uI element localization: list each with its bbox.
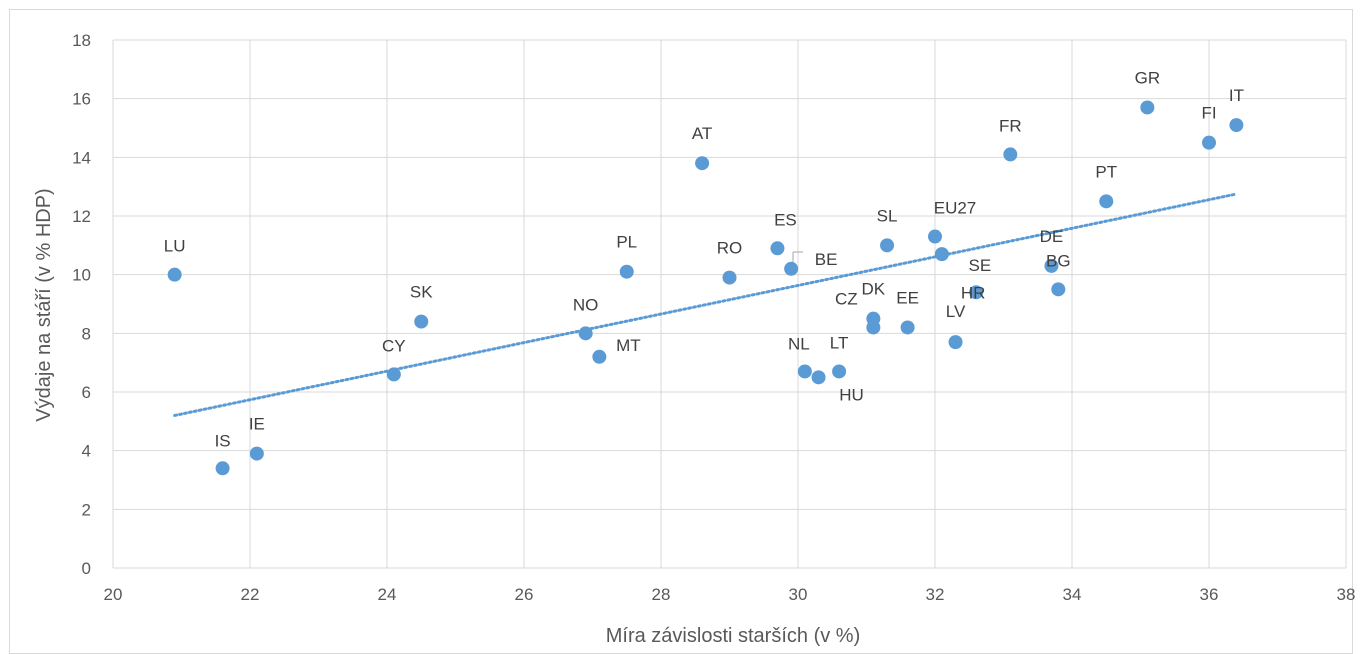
data-label-cy: CY bbox=[382, 336, 406, 355]
data-point-lv bbox=[948, 335, 963, 350]
data-label-eu27: EU27 bbox=[934, 199, 977, 218]
x-tick-label: 26 bbox=[515, 585, 534, 604]
data-label-se: SE bbox=[969, 256, 992, 275]
data-point-de bbox=[1044, 258, 1059, 273]
data-label-ee: EE bbox=[896, 288, 919, 307]
data-label-it: IT bbox=[1229, 86, 1244, 105]
data-point-pt bbox=[1099, 194, 1114, 209]
data-point-sl bbox=[880, 238, 895, 253]
data-label-hr: HR bbox=[961, 283, 986, 302]
data-point-nl bbox=[797, 364, 812, 379]
data-label-nl: NL bbox=[788, 334, 810, 353]
gridlines bbox=[112, 39, 1347, 569]
data-label-no: NO bbox=[573, 295, 599, 314]
y-axis-title: Výdaje na stáří (v % HDP) bbox=[33, 188, 55, 421]
data-point-it bbox=[1229, 118, 1244, 133]
x-axis-ticks: 20 22 24 26 28 30 32 34 36 38 bbox=[104, 585, 1356, 604]
y-tick-label: 10 bbox=[72, 266, 91, 285]
x-tick-label: 22 bbox=[241, 585, 260, 604]
data-label-pl: PL bbox=[616, 233, 637, 252]
data-point-gr bbox=[1140, 100, 1155, 115]
y-tick-label: 2 bbox=[82, 500, 91, 519]
x-tick-label: 32 bbox=[926, 585, 945, 604]
x-tick-label: 36 bbox=[1200, 585, 1219, 604]
data-point-lt bbox=[832, 364, 847, 379]
data-label-lu: LU bbox=[164, 237, 186, 256]
y-tick-label: 16 bbox=[72, 90, 91, 109]
x-tick-label: 34 bbox=[1063, 585, 1082, 604]
data-point-be bbox=[784, 261, 799, 276]
data-label-de: DE bbox=[1040, 227, 1064, 246]
trendline bbox=[173, 192, 1238, 417]
data-point-hu bbox=[811, 370, 826, 385]
data-label-es: ES bbox=[774, 210, 797, 229]
data-point-es bbox=[770, 241, 785, 256]
data-point-pl bbox=[619, 264, 634, 279]
data-point-cy bbox=[386, 367, 401, 382]
data-label-dk: DK bbox=[862, 280, 886, 299]
data-label-cz: CZ bbox=[835, 289, 858, 308]
x-tick-label: 20 bbox=[104, 585, 123, 604]
y-axis-ticks: 0 2 4 6 8 10 12 14 16 18 bbox=[72, 31, 91, 578]
data-point-ie bbox=[249, 446, 264, 461]
data-label-sl: SL bbox=[877, 206, 898, 225]
data-label-gr: GR bbox=[1135, 68, 1161, 87]
data-label-lv: LV bbox=[946, 302, 966, 321]
y-tick-label: 14 bbox=[72, 148, 91, 167]
x-axis-title: Míra závislosti starších (v %) bbox=[606, 625, 860, 647]
y-tick-label: 0 bbox=[82, 559, 91, 578]
data-label-bg: BG bbox=[1046, 251, 1071, 270]
data-point-fr bbox=[1003, 147, 1018, 162]
y-tick-label: 8 bbox=[82, 324, 91, 343]
data-label-is: IS bbox=[215, 431, 231, 450]
data-point-no bbox=[578, 326, 593, 341]
data-point-hr bbox=[969, 285, 984, 300]
data-label-fr: FR bbox=[999, 116, 1022, 135]
data-label-be: BE bbox=[815, 250, 838, 269]
y-tick-label: 4 bbox=[82, 442, 91, 461]
data-point-eu27 bbox=[928, 229, 942, 244]
chart-border bbox=[9, 9, 1353, 654]
data-point-at bbox=[695, 156, 710, 171]
data-point-cz bbox=[866, 320, 881, 335]
data-point-fi bbox=[1202, 135, 1216, 150]
data-label-lt: LT bbox=[830, 333, 849, 352]
data-point-lu bbox=[167, 267, 182, 282]
data-point-is bbox=[215, 461, 230, 476]
data-label-hu: HU bbox=[839, 385, 864, 404]
data-label-at: AT bbox=[692, 124, 712, 143]
x-tick-label: 24 bbox=[378, 585, 397, 604]
data-point-bg bbox=[1051, 282, 1066, 297]
data-label-sk: SK bbox=[410, 283, 433, 302]
data-label-fi: FI bbox=[1201, 104, 1216, 123]
data-point-ro bbox=[722, 270, 737, 285]
data-point-ee bbox=[900, 320, 915, 335]
data-label-ro: RO bbox=[717, 239, 743, 258]
y-tick-label: 18 bbox=[72, 31, 91, 50]
x-tick-label: 38 bbox=[1337, 585, 1356, 604]
y-tick-label: 6 bbox=[82, 383, 91, 402]
data-points bbox=[167, 100, 1244, 476]
data-point-se bbox=[934, 247, 949, 262]
data-label-ie: IE bbox=[249, 415, 265, 434]
data-label-pt: PT bbox=[1095, 162, 1117, 181]
data-point-sk bbox=[414, 314, 429, 329]
x-tick-label: 30 bbox=[789, 585, 808, 604]
data-point-mt bbox=[592, 349, 607, 364]
y-tick-label: 12 bbox=[72, 207, 91, 226]
data-label-mt: MT bbox=[616, 336, 641, 355]
x-tick-label: 28 bbox=[652, 585, 671, 604]
